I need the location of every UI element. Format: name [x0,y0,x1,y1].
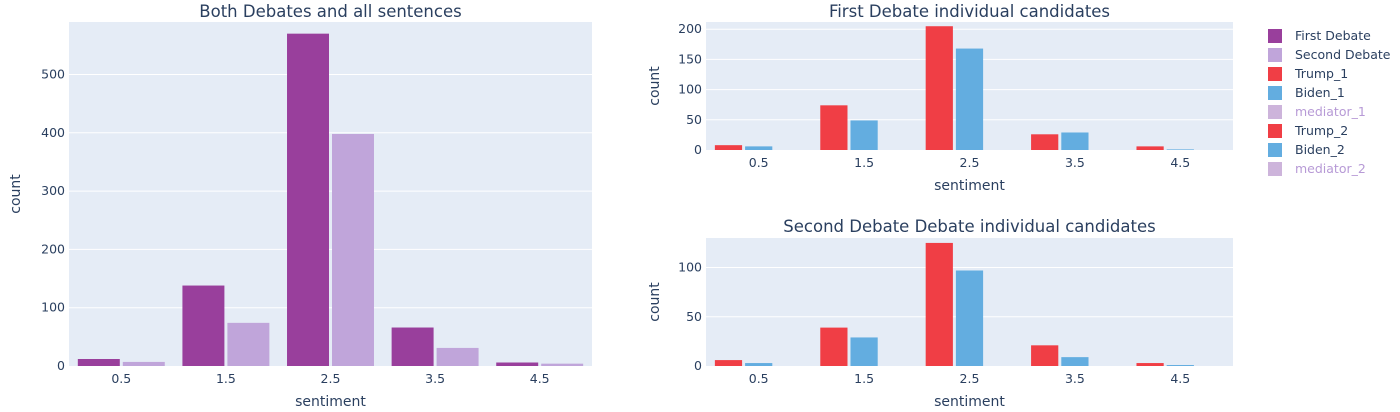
overall-y-tick-label: 500 [41,66,65,81]
first-debate-x-tick-label: 1.5 [854,155,874,170]
overall-x-tick-label: 1.5 [216,371,236,386]
legend: First Debate Second Debate Trump_1 Biden_1m… [1268,28,1391,176]
second-debate-y-tick-label: 100 [678,260,702,275]
second-debate-bar-trump-2-3-5[interactable] [1031,345,1059,366]
second-debate-title: Second Debate Debate individual candidat… [783,217,1155,236]
second-debate-y-tick-label: 50 [686,309,702,324]
overall-plot-area [69,22,592,366]
legend-label: First Debate [1295,28,1371,43]
second-debate-bar-biden-2-3-5[interactable] [1061,357,1089,366]
second-debate-x-tick-label: 0.5 [749,371,769,386]
overall-x-axis-title: sentiment [295,394,366,410]
second-debate-x-tick-label: 3.5 [1065,371,1085,386]
second-debate-x-tick-label: 1.5 [854,371,874,386]
second-debate-bar-trump-2-2-5[interactable] [925,242,953,366]
overall-y-tick-label: 200 [41,241,65,256]
overall-x-tick-label: 2.5 [321,371,341,386]
legend-swatch [1268,162,1282,176]
overall-x-tick-label: 0.5 [111,371,131,386]
second-debate-bar-trump-2-4-5[interactable] [1136,363,1164,366]
overall-bar-second-debate-4-5[interactable] [541,363,584,366]
overall-y-tick-label: 400 [41,125,65,140]
legend-label: mediator_2 [1295,161,1366,176]
second-debate-y-axis-title: count [647,282,663,322]
first-debate-y-tick-label: 0 [694,142,702,157]
second-debate-bar-biden-2-4-5[interactable] [1166,365,1194,366]
legend-item[interactable]: Biden_1 [1268,85,1345,100]
overall-bar-first-debate-1-5[interactable] [182,285,225,366]
legend-swatch [1268,105,1282,119]
overall-y-tick-label: 300 [41,183,65,198]
first-debate-y-tick-label: 200 [678,21,702,36]
overall-y-axis-title: count [8,174,24,214]
second-debate-bar-biden-2-1-5[interactable] [850,337,878,366]
second-debate-bar-biden-2-2-5[interactable] [955,270,984,366]
legend-swatch [1268,86,1282,100]
first-debate-bar-biden-1-1-5[interactable] [850,120,878,150]
legend-label: Trump_1 [1294,66,1348,81]
first-debate-x-axis-title: sentiment [934,178,1005,194]
first-debate-bar-trump-1-3-5[interactable] [1031,134,1059,150]
legend-item[interactable]: mediator_1 [1268,104,1366,119]
second-debate-x-tick-label: 4.5 [1170,371,1190,386]
legend-swatch [1268,67,1282,81]
overall-y-tick-label: 0 [57,358,65,373]
first-debate-x-tick-label: 0.5 [749,155,769,170]
legend-label: Trump_2 [1294,123,1348,138]
first-debate-bar-trump-1-1-5[interactable] [820,105,848,150]
first-debate-chart: 0 50 100 150 200 0.5 1.5 2.5 3.5 4.5 First Debate … [647,2,1233,194]
first-debate-x-tick-label: 2.5 [960,155,980,170]
legend-label: Biden_2 [1295,142,1345,157]
first-debate-x-tick-label: 4.5 [1170,155,1190,170]
legend-label: mediator_1 [1295,104,1366,119]
first-debate-title: First Debate individual candidates [829,2,1110,21]
overall-bar-second-debate-3-5[interactable] [436,347,479,366]
overall-chart: 0 100 200 300 400 500 0.5 1.5 2.5 3.5 4.5 Both Deba… [8,2,592,410]
first-debate-y-tick-label: 150 [678,51,702,66]
first-debate-bar-trump-1-0-5[interactable] [714,145,743,150]
first-debate-bar-biden-1-4-5[interactable] [1166,149,1194,150]
first-debate-y-axis-title: count [647,66,663,106]
first-debate-bar-biden-1-2-5[interactable] [955,48,984,150]
first-debate-bar-trump-1-2-5[interactable] [925,26,953,150]
first-debate-bar-biden-1-0-5[interactable] [745,146,773,150]
first-debate-y-tick-label: 50 [686,112,702,127]
legend-label: Second Debate [1295,47,1391,62]
legend-item[interactable]: Second Debate [1268,47,1391,62]
overall-bar-first-debate-0-5[interactable] [77,359,120,366]
first-debate-x-tick-label: 3.5 [1065,155,1085,170]
overall-bar-first-debate-2-5[interactable] [287,33,329,367]
overall-title: Both Debates and all sentences [199,2,461,21]
first-debate-bar-biden-1-3-5[interactable] [1061,132,1089,150]
second-debate-x-axis-title: sentiment [934,394,1005,410]
second-debate-x-tick-label: 2.5 [960,371,980,386]
first-debate-bar-trump-1-4-5[interactable] [1136,146,1164,150]
legend-label: Biden_1 [1295,85,1345,100]
legend-item[interactable]: Trump_2 [1268,123,1348,138]
legend-item[interactable]: Biden_2 [1268,142,1345,157]
overall-bar-second-debate-0-5[interactable] [122,361,165,366]
legend-item[interactable]: mediator_2 [1268,161,1366,176]
overall-x-tick-label: 3.5 [425,371,445,386]
overall-bar-first-debate-4-5[interactable] [496,362,539,366]
legend-swatch [1268,48,1282,62]
overall-y-tick-label: 100 [41,300,65,315]
legend-swatch [1268,29,1282,43]
legend-swatch [1268,143,1282,157]
overall-bar-first-debate-3-5[interactable] [391,327,434,366]
overall-x-tick-label: 4.5 [530,371,550,386]
second-debate-y-tick-label: 0 [694,358,702,373]
second-debate-chart: 0 50 100 0.5 1.5 2.5 3.5 4.5 Second Debate Debat… [647,217,1233,410]
second-debate-bar-biden-2-0-5[interactable] [745,363,773,366]
first-debate-y-tick-label: 100 [678,82,702,97]
overall-bar-second-debate-1-5[interactable] [227,322,270,366]
overall-bar-second-debate-2-5[interactable] [332,133,374,366]
second-debate-bar-trump-2-1-5[interactable] [820,327,848,366]
second-debate-bar-trump-2-0-5[interactable] [714,360,743,366]
legend-item[interactable]: Trump_1 [1268,66,1348,81]
legend-swatch [1268,124,1282,138]
legend-item[interactable]: First Debate [1268,28,1371,43]
